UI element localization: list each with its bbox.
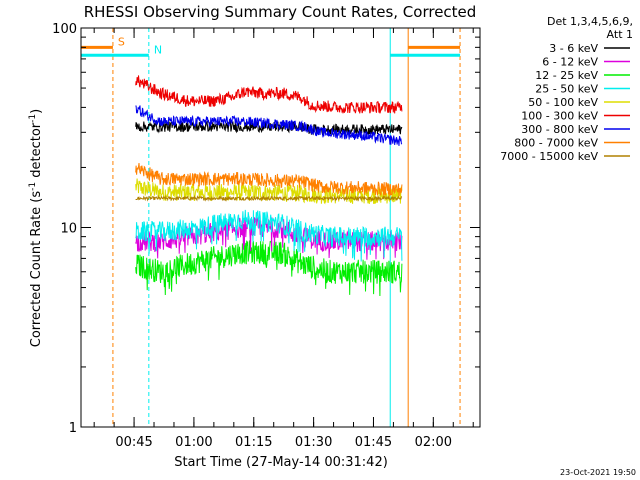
y-tick-label: 10 <box>60 222 77 237</box>
series-layer <box>135 75 403 297</box>
legend-header-line1: Det 1,3,4,5,6,9, <box>547 15 633 28</box>
legend-entry-label: 6 - 12 keV <box>542 56 598 69</box>
y-axis-label: Corrected Count Rate (s-1 detector-1) <box>28 109 44 347</box>
legend-entry-label: 800 - 7000 keV <box>514 137 598 150</box>
series-line <box>135 75 403 114</box>
legend-entry-label: 300 - 800 keV <box>521 123 598 136</box>
y-tick-label: 100 <box>52 22 77 37</box>
series-line <box>135 194 403 202</box>
footer-timestamp: 23-Oct-2021 19:50 <box>560 468 636 477</box>
y-axis-label-main: Corrected Count Rate (s <box>29 191 44 348</box>
x-tick-label: 01:30 <box>295 435 332 450</box>
flag-label-N: N <box>154 43 162 56</box>
legend-entry-label: 3 - 6 keV <box>549 42 598 55</box>
y-axis-label-mid: detector <box>29 122 44 182</box>
chart-title: RHESSI Observing Summary Count Rates, Co… <box>84 3 477 21</box>
series-line <box>135 105 403 146</box>
legend-entry-label: 100 - 300 keV <box>521 110 598 123</box>
x-tick-label: 01:00 <box>175 435 212 450</box>
x-axis-label: Start Time (27-May-14 00:31:42) <box>174 455 388 470</box>
axis-layer: 1 10 100 00:45 01:00 01:15 01:30 01:45 02:00 <box>52 22 480 450</box>
series-line <box>135 163 403 197</box>
flag-label-S: S <box>118 35 125 48</box>
y-axis-label-end: ) <box>29 109 44 114</box>
y-tick-label: 1 <box>69 421 77 436</box>
x-tick-label: 02:00 <box>415 435 452 450</box>
legend-entry-label: 25 - 50 keV <box>535 83 598 96</box>
x-tick-label: 00:45 <box>115 435 152 450</box>
y-axis-label-sup2: -1 <box>28 114 38 123</box>
x-tick-label: 01:15 <box>235 435 272 450</box>
series-line <box>135 178 403 205</box>
legend-entry-label: 12 - 25 keV <box>535 69 598 82</box>
series-line <box>135 240 403 297</box>
x-tick-label: 01:45 <box>355 435 392 450</box>
legend-entry-label: 50 - 100 keV <box>528 96 598 109</box>
series-line <box>135 209 403 262</box>
legend-entry-label: 7000 - 15000 keV <box>500 150 598 163</box>
y-axis-label-sup1: -1 <box>28 182 38 191</box>
legend-header-line2: Att 1 <box>607 28 633 41</box>
